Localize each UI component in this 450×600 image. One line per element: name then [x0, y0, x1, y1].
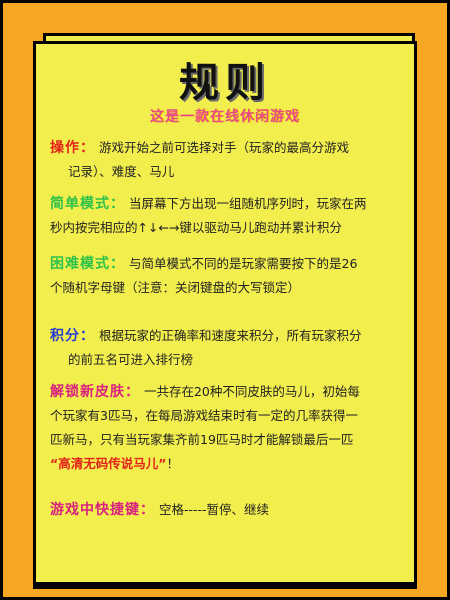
section-hotkeys: 游戏中快捷键： 空格-----暂停、继续: [50, 498, 402, 522]
hotkeys-text: 空格-----暂停、继续: [158, 502, 270, 517]
operation-label: 操作：: [50, 140, 95, 156]
rules-paper: 规则 这是一款在线休闲游戏 操作： 游戏开始之前可选择对手（玩家的最高分游戏 记…: [33, 41, 417, 589]
score-label: 积分：: [50, 328, 95, 344]
section-hard-mode: 困难模式： 与简单模式不同的是玩家需要按下的是26 个随机字母键（注意：关闭键盘…: [50, 252, 402, 300]
score-text-line1: 根据玩家的正确率和速度来积分，所有玩家积分: [98, 328, 362, 343]
hard-mode-label: 困难模式：: [50, 256, 125, 272]
unlock-skin-label: 解锁新皮肤：: [50, 384, 140, 400]
hard-mode-text-line2: 个随机字母键（注意：关闭键盘的大写锁定）: [50, 280, 301, 295]
unlock-skin-text-line2: 个玩家有3匹马，在每局游戏结束时有一定的几率获得一: [50, 408, 358, 423]
hotkeys-label: 游戏中快捷键：: [50, 502, 155, 518]
section-operation: 操作： 游戏开始之前可选择对手（玩家的最高分游戏 记录）、难度、马儿: [50, 136, 402, 184]
rules-subtitle: 这是一款在线休闲游戏: [150, 109, 300, 125]
easy-mode-text-line1: 当屏幕下方出现一组随机序列时，玩家在两: [128, 196, 367, 211]
rules-title: 规则: [179, 60, 271, 106]
score-text-line2: 的前五名可进入排行榜: [68, 352, 194, 367]
section-easy-mode: 简单模式： 当屏幕下方出现一组随机序列时，玩家在两 秒内按完相应的↑↓←→键以驱…: [50, 192, 402, 240]
section-score: 积分： 根据玩家的正确率和速度来积分，所有玩家积分 的前五名可进入排行榜: [50, 324, 402, 372]
unlock-skin-end: ！: [166, 456, 179, 471]
operation-text-line1: 游戏开始之前可选择对手（玩家的最高分游戏: [98, 140, 349, 155]
easy-mode-label: 简单模式：: [50, 196, 125, 212]
hard-mode-text-line1: 与简单模式不同的是玩家需要按下的是26: [128, 256, 358, 271]
operation-text-line2: 记录）、难度、马儿: [68, 164, 175, 179]
unlock-skin-text-line1: 一共存在20种不同皮肤的马儿，初始每: [143, 384, 360, 399]
easy-mode-text-line2: 秒内按完相应的↑↓←→键以驱动马儿跑动并累计积分: [50, 220, 342, 235]
legendary-horse-name: “高清无码传说马儿”: [50, 456, 167, 471]
unlock-skin-text-line3: 匹新马，只有当玩家集齐前19匹马时才能解锁最后一匹: [50, 432, 354, 447]
section-unlock-skin: 解锁新皮肤： 一共存在20种不同皮肤的马儿，初始每 个玩家有3匹马，在每局游戏结…: [50, 380, 402, 476]
